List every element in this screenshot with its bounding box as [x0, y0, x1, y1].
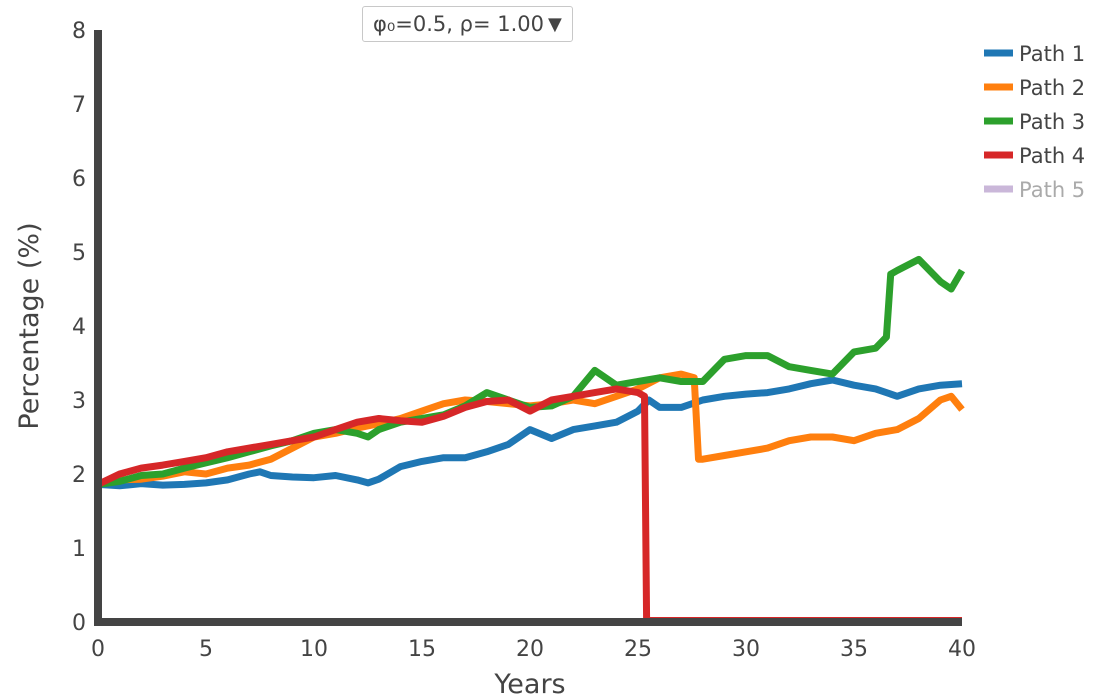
y-tick-label: 4	[72, 315, 86, 340]
series-line-path-1	[97, 376, 963, 490]
parameter-dropdown[interactable]: φ₀=0.5, ρ= 1.00 ▼	[362, 6, 573, 42]
y-tick-label: 8	[72, 19, 86, 44]
y-tick-label: 7	[72, 93, 86, 118]
x-tick-label: 0	[91, 637, 105, 662]
x-tick-label: 25	[624, 637, 652, 662]
legend-label: Path 3	[1019, 110, 1085, 134]
y-tick-label: 1	[72, 537, 86, 562]
y-tick-label: 2	[72, 463, 86, 488]
y-tick-label: 6	[72, 167, 86, 192]
legend-item-path-3[interactable]: Path 3	[984, 110, 1085, 134]
x-tick-label: 30	[732, 637, 760, 662]
x-axis-title: Years	[493, 669, 565, 700]
dropdown-selected-value: φ₀=0.5, ρ= 1.00	[373, 12, 544, 36]
legend-label: Path 4	[1019, 144, 1085, 168]
x-tick-label: 5	[199, 637, 213, 662]
series-line-path-4	[96, 385, 962, 624]
legend-item-path-2[interactable]: Path 2	[984, 76, 1085, 100]
legend-item-path-5[interactable]: Path 5	[984, 178, 1085, 202]
x-tick-label: 35	[840, 637, 868, 662]
y-tick-label: 5	[72, 241, 86, 266]
x-tick-label: 15	[408, 637, 436, 662]
legend-label: Path 1	[1019, 42, 1085, 66]
x-tick-label: 40	[948, 637, 976, 662]
chevron-down-icon: ▼	[547, 13, 562, 35]
y-tick-label: 0	[72, 611, 86, 636]
axes	[94, 30, 962, 626]
x-tick-label: 10	[300, 637, 328, 662]
x-tick-label: 20	[516, 637, 544, 662]
tick-labels: 0 5 10 15 20 25 30 35 40 0 1 2 3 4 5 6 7 8	[72, 19, 976, 662]
y-tick-label: 3	[72, 389, 86, 414]
y-axis-title: Percentage (%)	[14, 222, 45, 429]
legend-item-path-1[interactable]: Path 1	[984, 42, 1085, 66]
plot-area	[96, 255, 966, 624]
legend[interactable]: Path 1 Path 2 Path 3 Path 4 Path 5	[984, 42, 1085, 202]
legend-item-path-4[interactable]: Path 4	[984, 144, 1085, 168]
legend-label: Path 2	[1019, 76, 1085, 100]
legend-label: Path 5	[1019, 178, 1085, 202]
